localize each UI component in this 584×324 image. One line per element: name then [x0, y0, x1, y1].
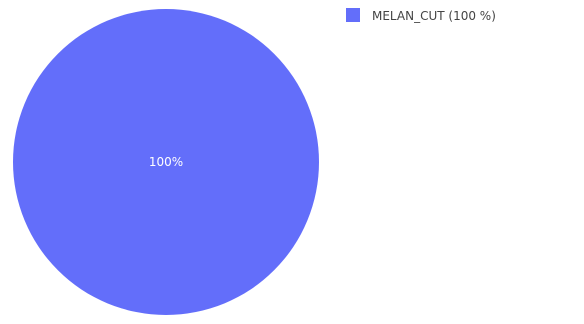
pie-slices	[13, 9, 319, 315]
legend-item[interactable]: MELAN_CUT (100 %)	[346, 8, 496, 23]
legend: MELAN_CUT (100 %)	[346, 8, 496, 23]
legend-label: MELAN_CUT (100 %)	[372, 9, 496, 23]
pie-slice-percent-label: 100%	[149, 155, 183, 169]
pie-slice-melan-cut[interactable]	[13, 9, 319, 315]
pie-slice-labels: 100%	[149, 155, 183, 169]
legend-swatch	[346, 8, 360, 22]
